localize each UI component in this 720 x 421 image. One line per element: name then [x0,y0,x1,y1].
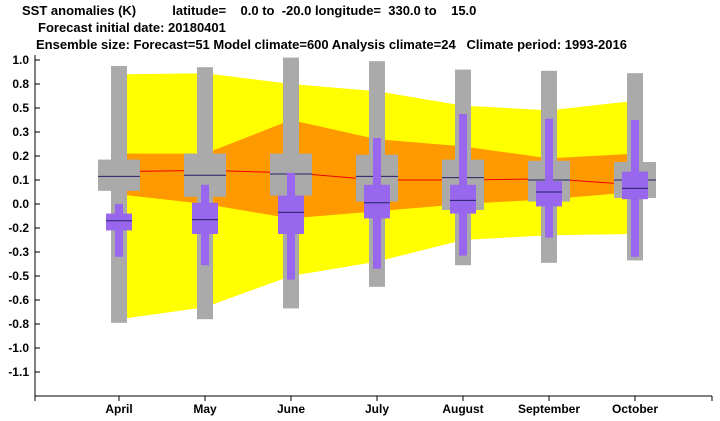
x-tick-label: August [442,402,483,416]
y-tick-label: -0.8 [8,317,29,331]
y-tick-label: -0.3 [8,245,29,259]
forecast-whisker [545,118,553,238]
model-climate-whisker [111,66,127,323]
y-tick-label: -1.0 [8,341,29,355]
box-plots [98,57,656,323]
forecast-box [622,171,648,200]
forecast-date: Forecast initial date: 20180401 [38,20,226,35]
y-tick-label: -0.5 [8,269,29,283]
y-tick-label: 0.5 [12,101,29,115]
y-tick-label: 0.2 [12,149,29,163]
ensemble-info: Ensemble size: Forecast=51 Model climate… [36,37,627,52]
forecast-box [450,184,476,214]
forecast-box [278,195,304,234]
y-tick-label: -0.2 [8,221,29,235]
y-tick-label: -1.1 [8,365,29,379]
y-tick-label: 1.0 [12,53,29,67]
x-tick-label: July [365,402,389,416]
y-tick-label: 0.8 [12,77,29,91]
x-tick-label: May [193,402,217,416]
y-tick-label: 0.1 [12,173,29,187]
axes: 1.0 0.8 0.5 0.3 0.2 0.1 0.0 -0.2 -0.3 -0.5 -0.6 -0.… [8,53,713,416]
model-climate-box [98,159,140,191]
y-tick-label: 0.0 [12,197,29,211]
forecast-box [192,202,218,234]
forecast-box [364,184,390,219]
y-tick-label: -0.6 [8,293,29,307]
forecast-box [106,213,132,231]
chart-title: SST anomalies (K) latitude= 0.0 to -20.0… [22,3,477,18]
x-tick-label: April [105,402,132,416]
x-tick-label: September [518,402,580,416]
x-tick-label: October [612,402,658,416]
forecast-box [536,181,562,207]
y-tick-label: 0.3 [12,125,29,139]
x-tick-label: June [277,402,305,416]
